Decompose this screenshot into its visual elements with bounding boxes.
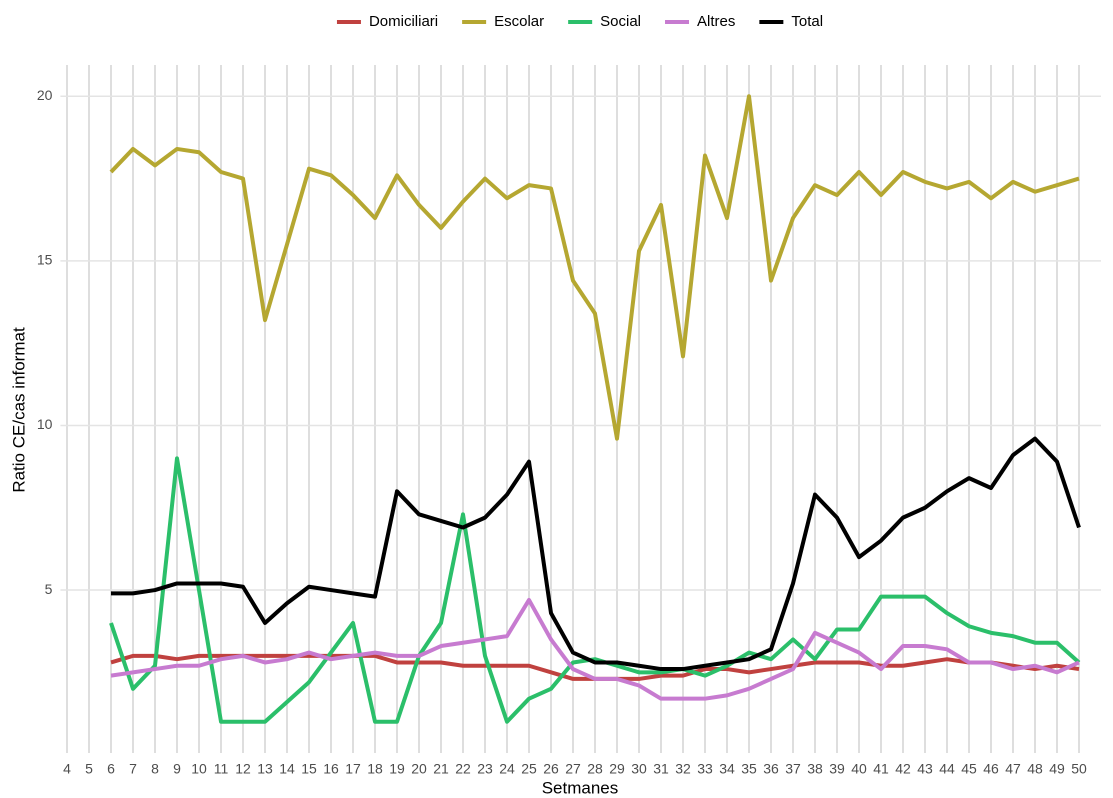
x-tick-label: 14 [279,761,295,777]
series-line [111,436,1081,672]
y-axis-title: Ratio CE/cas informat [9,327,28,493]
x-tick-label: 46 [983,761,999,777]
x-tick-label: 12 [235,761,251,777]
legend-label: Domiciliari [369,13,438,30]
x-tick-label: 4 [63,761,71,777]
legend-label: Escolar [494,13,544,30]
x-tick-label: 47 [1005,761,1021,777]
x-tick-label: 39 [829,761,845,777]
y-tick-label: 5 [45,581,53,597]
x-tick-label: 30 [631,761,647,777]
x-tick-label: 44 [939,761,955,777]
x-tick-label: 33 [697,761,713,777]
x-tick-label: 23 [477,761,493,777]
x-tick-label: 5 [85,761,93,777]
x-tick-label: 24 [499,761,515,777]
legend-label: Altres [697,13,735,30]
x-tick-label: 25 [521,761,537,777]
x-tick-label: 34 [719,761,735,777]
legend: Domiciliari Escolar Social Altres Total [336,13,823,30]
series-line [109,456,1081,724]
x-tick-label: 41 [873,761,889,777]
x-tick-label: 15 [301,761,317,777]
x-tick-label: 50 [1071,761,1087,777]
x-tick-label: 37 [785,761,801,777]
x-tick-label: 26 [543,761,559,777]
x-tick-label: 27 [565,761,581,777]
x-tick-label: 45 [961,761,977,777]
y-tick-label: 20 [37,87,53,103]
x-tick-label: 29 [609,761,625,777]
y-tick-label: 15 [37,252,53,268]
x-tick-label: 28 [587,761,603,777]
x-tick-label: 19 [389,761,405,777]
x-tick-label: 35 [741,761,757,777]
x-tick-label: 20 [411,761,427,777]
x-tick-label: 6 [107,761,115,777]
x-tick-label: 13 [257,761,273,777]
x-tick-label: 10 [191,761,207,777]
x-tick-label: 16 [323,761,339,777]
x-tick-label: 49 [1049,761,1065,777]
x-tick-label: 36 [763,761,779,777]
y-tick-label: 10 [37,416,53,432]
x-tick-label: 7 [129,761,137,777]
series-line [109,94,1080,441]
x-tick-label: 40 [851,761,867,777]
x-tick-label: 38 [807,761,823,777]
x-tick-label: 22 [455,761,471,777]
x-tick-label: 48 [1027,761,1043,777]
series-line [110,597,1080,701]
x-tick-label: 32 [675,761,691,777]
x-tick-label: 21 [433,761,449,777]
x-tick-label: 17 [345,761,361,777]
x-tick-label: 9 [173,761,181,777]
x-tick-label: 42 [895,761,911,777]
legend-label: Social [600,13,641,30]
x-tick-label: 31 [653,761,669,777]
x-tick-label: 11 [214,761,229,777]
legend-label: Total [791,13,823,30]
x-tick-label: 18 [367,761,383,777]
x-tick-label: 43 [917,761,933,777]
x-tick-label: 8 [151,761,159,777]
x-axis-title: Setmanes [542,778,619,797]
